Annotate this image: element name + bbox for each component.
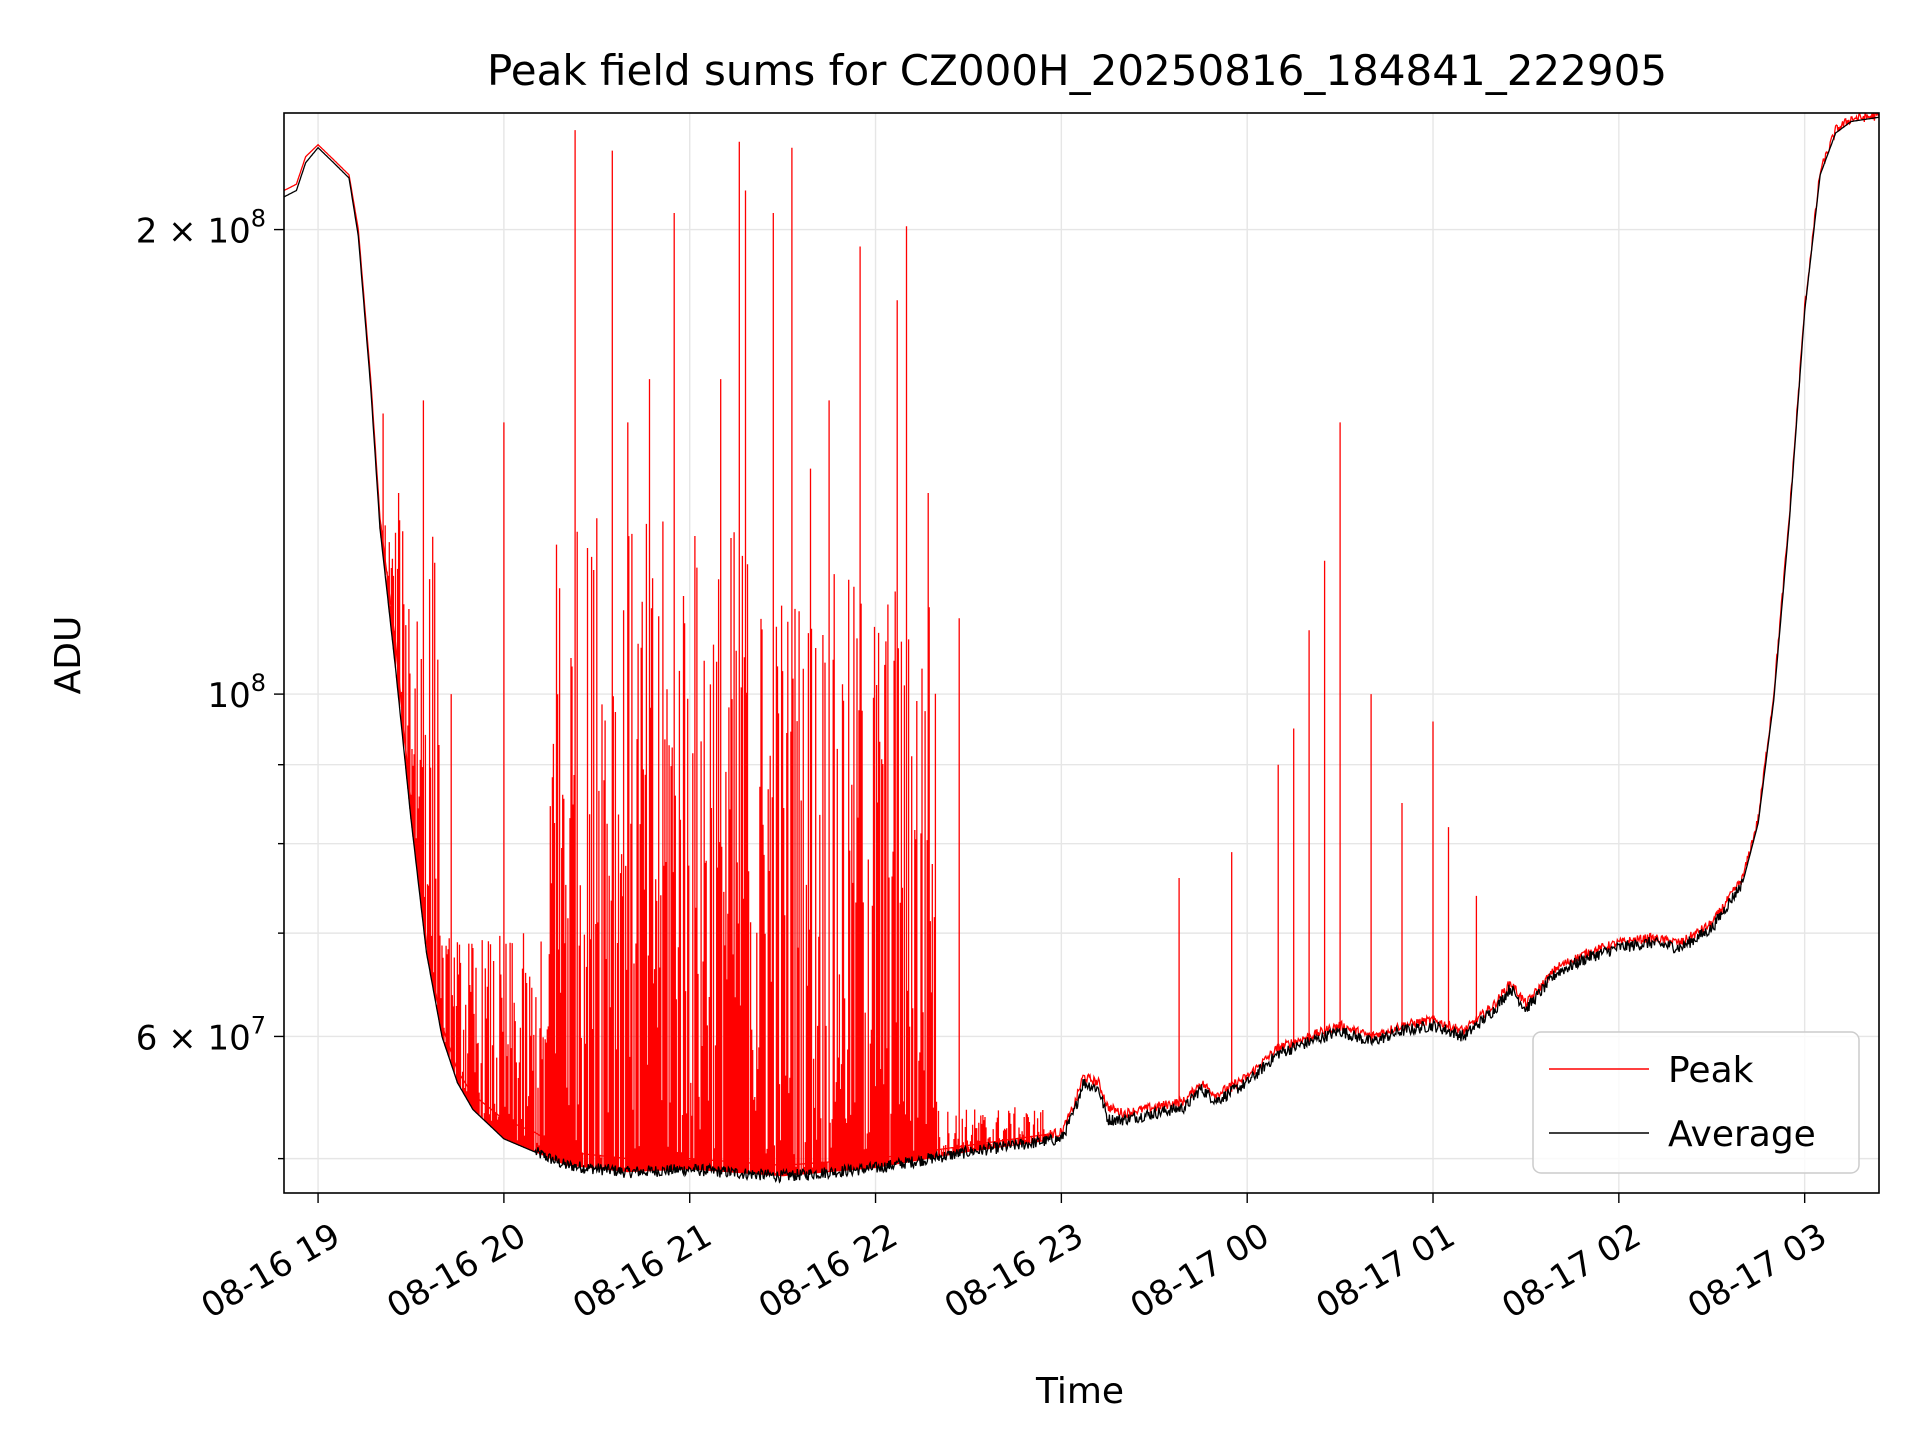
y-axis: 6 × 107 108 2 × 108 — [136, 205, 284, 1160]
legend-box — [1532, 1031, 1860, 1174]
chart-title: Peak field sums for CZ000H_20250816_1848… — [487, 46, 1667, 95]
y-tick-label: 108 — [207, 669, 266, 716]
plot-area — [284, 113, 1879, 1184]
series-line-average — [284, 116, 1879, 1184]
y-tick-label: 6 × 107 — [136, 1011, 266, 1058]
legend-label-average: Average — [1668, 1114, 1816, 1155]
y-tick-label: 2 × 108 — [136, 205, 266, 252]
legend-label-peak: Peak — [1668, 1050, 1754, 1091]
y-axis-label: ADU — [48, 616, 89, 695]
x-axis-label: Time — [1035, 1371, 1124, 1412]
legend: Peak Average — [1532, 1031, 1860, 1174]
plot-frame — [283, 112, 1880, 1194]
